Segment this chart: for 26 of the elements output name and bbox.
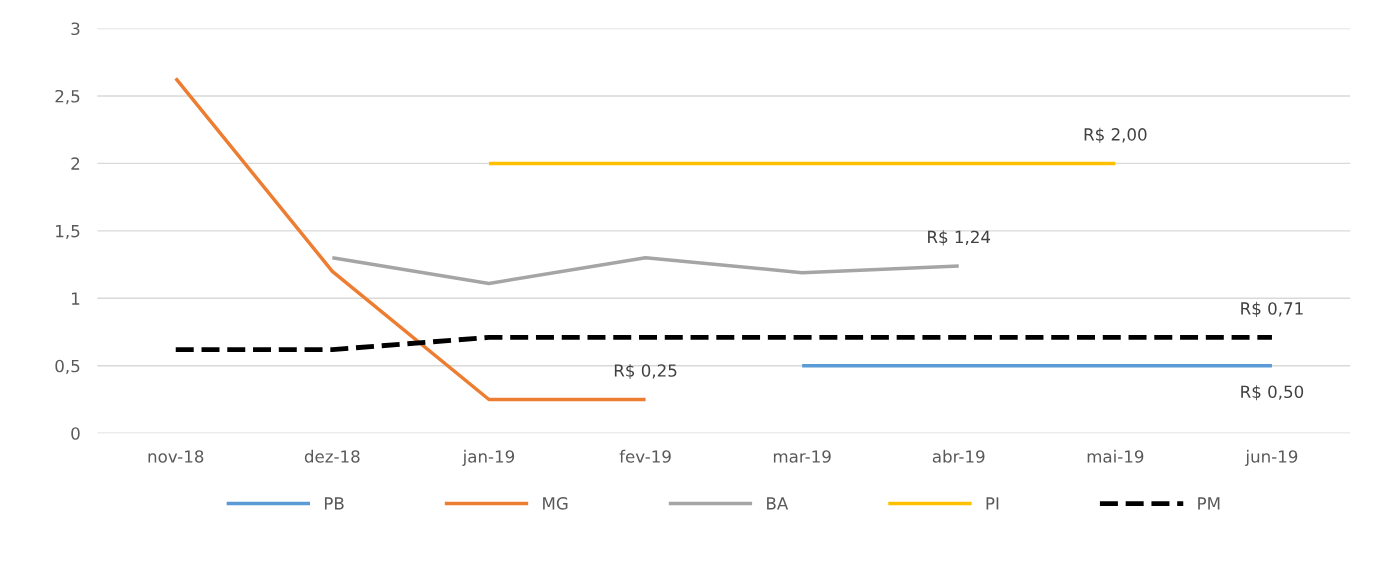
- x-tick-label: jun-19: [1245, 449, 1298, 466]
- data-label: R$ 0,50: [1241, 385, 1304, 401]
- x-tick-label: mar-19: [773, 450, 831, 463]
- x-tick-label: mai-19: [1087, 449, 1144, 463]
- y-tick-label: 0,5: [55, 359, 80, 375]
- y-tick-label: 1,5: [56, 225, 80, 240]
- x-tick-label: nov-18: [148, 450, 204, 463]
- y-tick-label: 3: [71, 22, 80, 36]
- x-tick-label: jan-19: [462, 449, 515, 466]
- legend-label: PI: [986, 497, 999, 510]
- legend-label: PB: [324, 497, 344, 510]
- legend-label: BA: [767, 497, 789, 510]
- y-tick-label: 2,5: [55, 89, 80, 105]
- x-tick-label: abr-19: [932, 449, 985, 463]
- x-tick-label: dez-18: [304, 449, 360, 463]
- data-label: R$ 0,25: [614, 363, 677, 380]
- y-tick-label: 1: [72, 292, 80, 305]
- legend-label: PM: [1198, 497, 1220, 510]
- line-series: [330, 256, 961, 286]
- legend-label: MG: [543, 497, 568, 510]
- y-tick-label: 2: [71, 157, 80, 170]
- x-tick-label: fev-19: [619, 449, 671, 463]
- data-label: R$ 2,00: [1084, 127, 1147, 143]
- data-label: R$ 0,71: [1241, 301, 1303, 317]
- data-label: R$ 1,24: [928, 230, 991, 246]
- y-tick-label: 0: [71, 427, 80, 440]
